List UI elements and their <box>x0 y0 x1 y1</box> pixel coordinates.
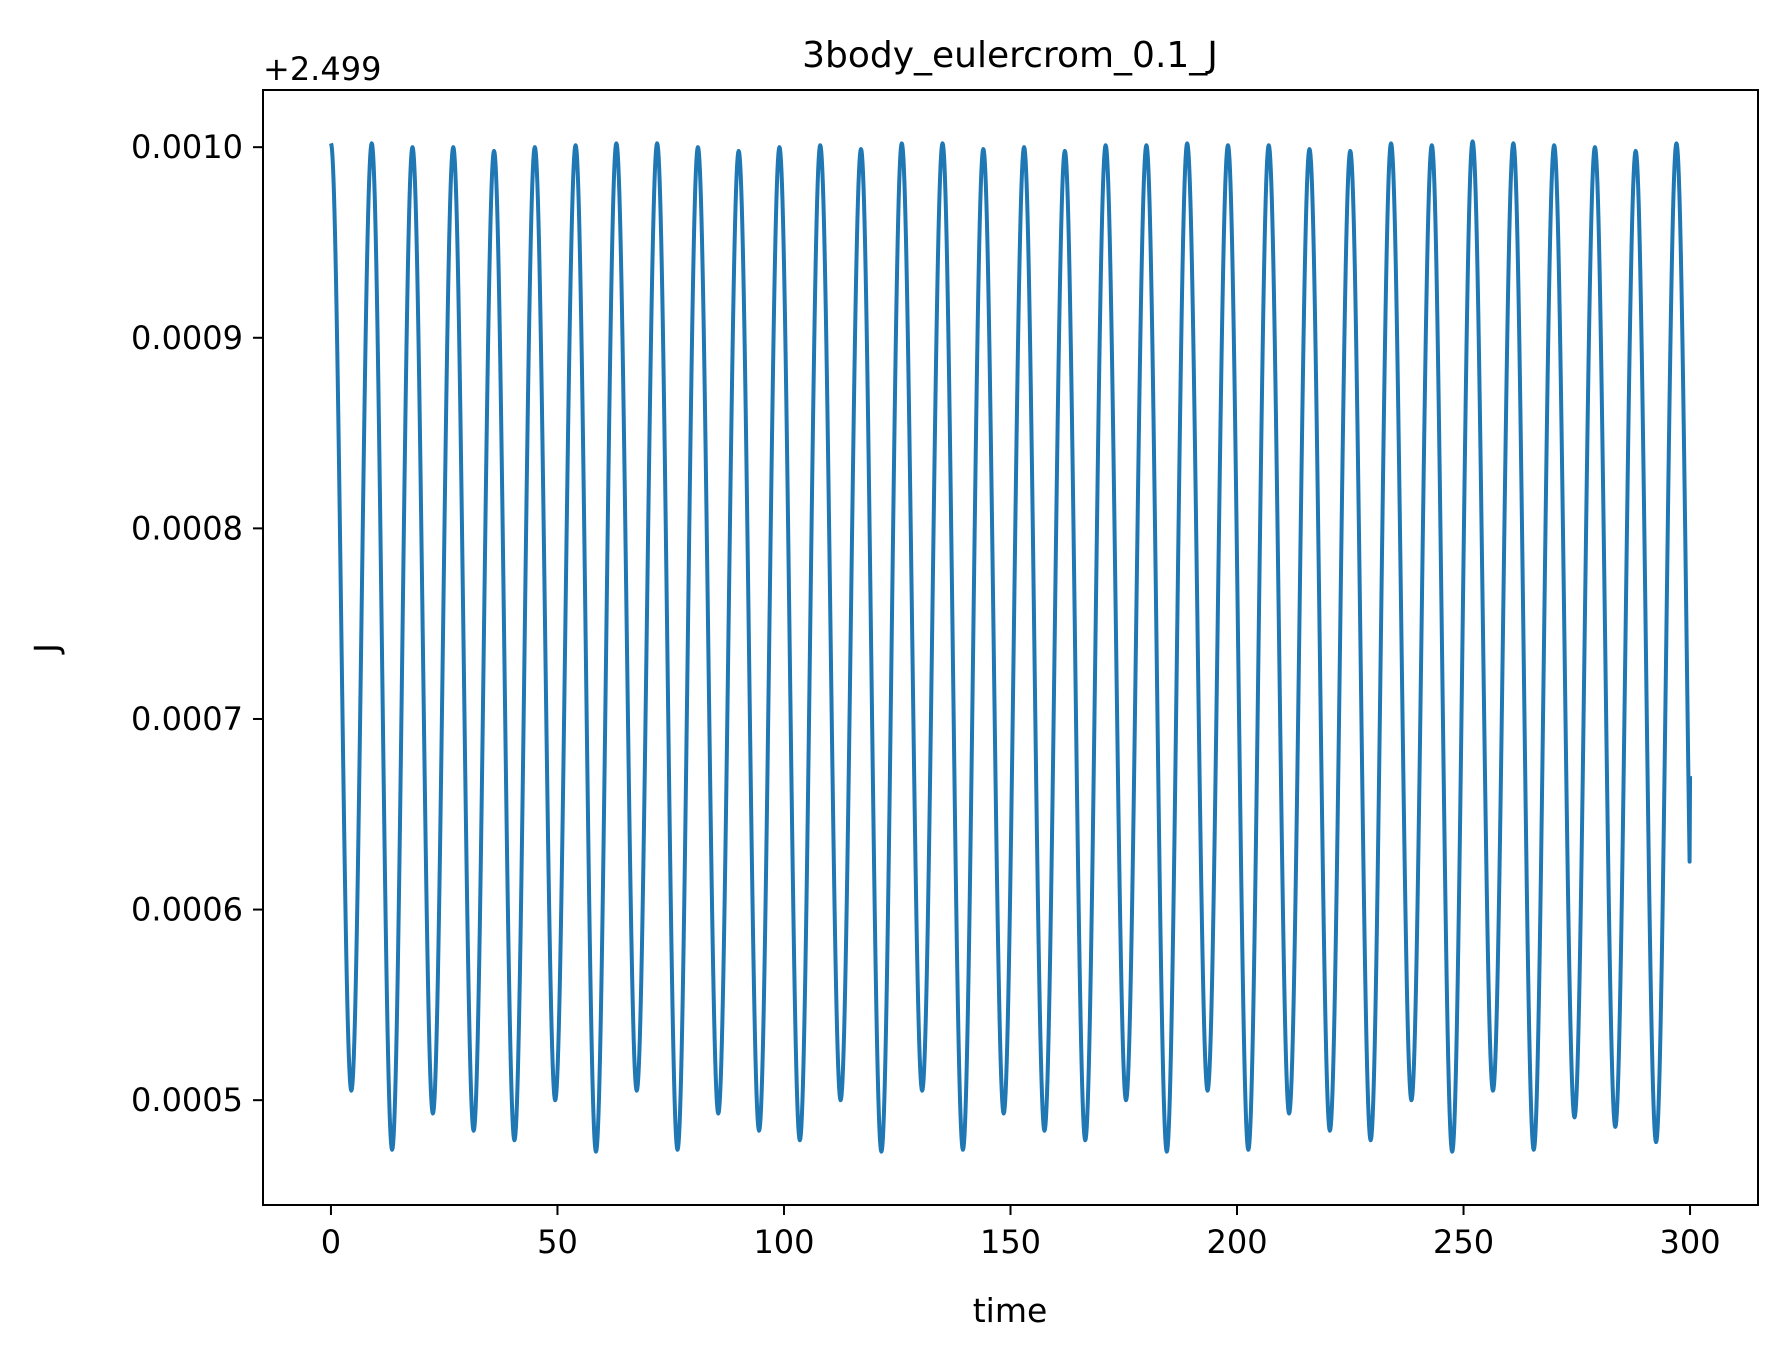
y-tick-label: 0.0010 <box>131 128 243 166</box>
series-line-J <box>329 139 1693 1154</box>
y-tick-label: 0.0005 <box>131 1081 243 1119</box>
x-tick-label: 150 <box>980 1223 1041 1261</box>
x-tick-label: 50 <box>537 1223 578 1261</box>
chart-title: 3body_eulercrom_0.1_J <box>802 35 1218 76</box>
y-axis-label: J <box>27 643 66 655</box>
x-axis-ticks: 0 50 100 150 200 250 300 <box>321 1205 1721 1261</box>
y-tick-label: 0.0006 <box>131 891 243 929</box>
y-tick-label: 0.0008 <box>131 509 243 547</box>
x-tick-label: 0 <box>321 1223 341 1261</box>
y-offset-label: +2.499 <box>263 50 381 88</box>
x-tick-label: 250 <box>1433 1223 1494 1261</box>
plot-lines <box>329 139 1693 1154</box>
y-axis-ticks: 0.0005 0.0006 0.0007 0.0008 0.0009 0.0010 <box>131 128 263 1119</box>
y-tick-label: 0.0009 <box>131 319 243 357</box>
x-axis-label: time <box>973 1291 1048 1330</box>
x-tick-label: 200 <box>1206 1223 1267 1261</box>
y-tick-label: 0.0007 <box>131 700 243 738</box>
x-tick-label: 300 <box>1660 1223 1721 1261</box>
x-tick-label: 100 <box>753 1223 814 1261</box>
